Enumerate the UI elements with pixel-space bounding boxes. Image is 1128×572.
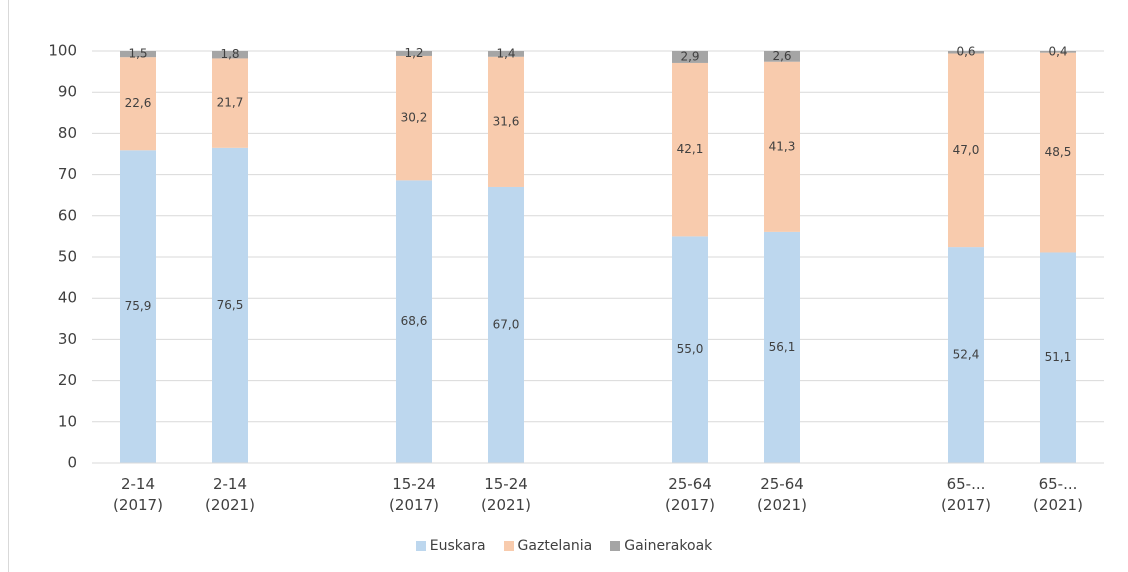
chart-border bbox=[8, 0, 9, 572]
bar-segment bbox=[764, 61, 800, 232]
value-label: 2,9 bbox=[680, 49, 699, 63]
legend-label: Euskara bbox=[429, 538, 486, 554]
bar-segment bbox=[948, 51, 984, 54]
legend-swatch bbox=[503, 541, 514, 551]
y-tick-label: 100 bbox=[48, 42, 77, 60]
bar-segment bbox=[672, 51, 708, 63]
y-tick-label: 70 bbox=[58, 165, 77, 183]
bar-segment bbox=[212, 147, 248, 463]
legend: Euskara Gaztelania Gainerakoak bbox=[0, 538, 1128, 554]
bar-segment bbox=[764, 51, 800, 62]
bar-segment bbox=[212, 58, 248, 148]
x-tick-label: 15-24 (2017) bbox=[389, 475, 439, 514]
bar-segment bbox=[1040, 252, 1076, 463]
bar-segment bbox=[396, 180, 432, 464]
bar-segment bbox=[488, 56, 524, 187]
bar-segment bbox=[948, 53, 984, 248]
bar-segment bbox=[672, 236, 708, 463]
value-label: 30,2 bbox=[401, 111, 428, 125]
x-tick-label: 15-24 (2021) bbox=[481, 475, 531, 514]
bar-segment bbox=[212, 51, 248, 59]
bar-segment bbox=[120, 51, 156, 58]
legend-item: Gainerakoak bbox=[610, 538, 712, 554]
bar-segment bbox=[1040, 51, 1076, 53]
y-tick-label: 60 bbox=[58, 206, 77, 224]
value-label: 51,1 bbox=[1045, 350, 1072, 364]
y-tick-label: 80 bbox=[58, 124, 77, 142]
value-label: 42,1 bbox=[677, 142, 704, 156]
y-tick-label: 0 bbox=[67, 454, 77, 472]
value-label: 56,1 bbox=[769, 340, 796, 354]
bar-segment bbox=[948, 247, 984, 463]
value-label: 0,4 bbox=[1048, 44, 1067, 58]
bar-segment bbox=[488, 51, 524, 57]
legend-label: Gaztelania bbox=[517, 538, 593, 554]
bar-segment bbox=[764, 231, 800, 463]
legend-swatch bbox=[610, 541, 621, 551]
value-label: 67,0 bbox=[493, 317, 520, 331]
y-tick-label: 10 bbox=[58, 412, 77, 430]
bar-segment bbox=[1040, 52, 1076, 253]
x-tick-label: 2-14 (2021) bbox=[205, 475, 255, 514]
value-label: 76,5 bbox=[217, 298, 244, 312]
bar-segment bbox=[120, 150, 156, 464]
y-tick-label: 30 bbox=[58, 330, 77, 348]
y-tick-label: 90 bbox=[58, 83, 77, 101]
y-tick-label: 50 bbox=[58, 248, 77, 266]
value-label: 52,4 bbox=[953, 348, 980, 362]
legend-swatch bbox=[415, 541, 426, 551]
value-label: 31,6 bbox=[493, 114, 520, 128]
value-label: 47,0 bbox=[953, 143, 980, 157]
x-tick-label: 2-14 (2017) bbox=[113, 475, 163, 514]
y-tick-label: 20 bbox=[58, 371, 77, 389]
bar-segment bbox=[120, 57, 156, 151]
x-tick-label: 65-... (2017) bbox=[941, 475, 991, 514]
value-label: 55,0 bbox=[677, 342, 704, 356]
legend-item: Gaztelania bbox=[503, 538, 593, 554]
value-label: 1,4 bbox=[496, 46, 515, 60]
value-label: 1,5 bbox=[128, 47, 147, 61]
bar-segment bbox=[396, 55, 432, 181]
value-label: 21,7 bbox=[217, 96, 244, 110]
y-tick-label: 40 bbox=[58, 289, 77, 307]
value-label: 75,9 bbox=[125, 299, 152, 313]
legend-item: Euskara bbox=[415, 538, 486, 554]
x-tick-label: 25-64 (2017) bbox=[665, 475, 715, 514]
bar-segment bbox=[488, 186, 524, 463]
value-label: 1,2 bbox=[404, 46, 423, 60]
value-label: 0,6 bbox=[956, 45, 975, 59]
value-label: 41,3 bbox=[769, 139, 796, 153]
x-tick-label: 25-64 (2021) bbox=[757, 475, 807, 514]
x-tick-label: 65-... (2021) bbox=[1033, 475, 1083, 514]
bar-segment bbox=[672, 62, 708, 237]
legend-label: Gainerakoak bbox=[624, 538, 713, 554]
value-label: 1,8 bbox=[220, 47, 239, 61]
value-label: 48,5 bbox=[1045, 145, 1072, 159]
value-label: 22,6 bbox=[125, 96, 152, 110]
bar-segment bbox=[396, 51, 432, 56]
value-label: 68,6 bbox=[401, 314, 428, 328]
value-label: 2,6 bbox=[772, 49, 791, 63]
